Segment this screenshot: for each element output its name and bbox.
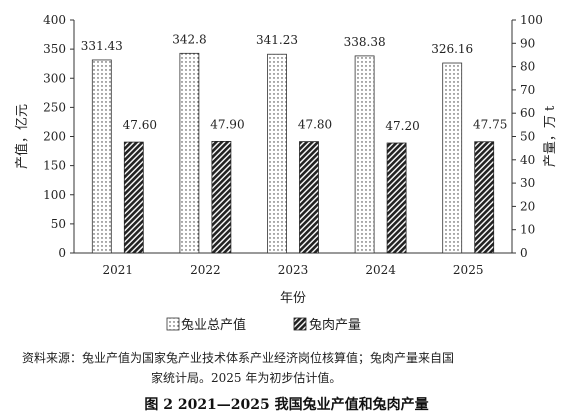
y-right-tick-label: 50 bbox=[520, 130, 535, 144]
x-tick-label: 2024 bbox=[365, 263, 396, 277]
y-axis-right-title: 产量，万 t bbox=[543, 105, 558, 167]
x-tick-label: 2025 bbox=[453, 263, 484, 277]
legend-swatch-output-value bbox=[166, 317, 180, 331]
x-tick-label: 2023 bbox=[278, 263, 309, 277]
legend-swatch-meat-output bbox=[293, 317, 307, 331]
bar-meat-output bbox=[123, 141, 144, 254]
y-left-tick-label: 250 bbox=[43, 100, 66, 114]
data-label-meat-output: 47.90 bbox=[210, 117, 244, 131]
bar-output-value bbox=[442, 62, 463, 254]
source-line-2: 家统计局。2025 年为初步估计值。 bbox=[151, 371, 342, 385]
x-axis-title: 年份 bbox=[280, 291, 306, 306]
data-labels: 331.43 47.60 342.8 47.90 341.23 47.80 338.38 47… bbox=[81, 32, 508, 133]
y-right-tick-label: 20 bbox=[520, 199, 535, 213]
bar-meat-output bbox=[474, 141, 495, 254]
y-right-tick-label: 60 bbox=[520, 106, 535, 120]
data-label-output-value: 331.43 bbox=[81, 39, 123, 53]
y-left-tick-label: 50 bbox=[51, 217, 66, 231]
y-right-tick-label: 30 bbox=[520, 176, 535, 190]
bar-output-value bbox=[179, 52, 200, 254]
source-line-1: 兔业产值为国家兔产业技术体系产业经济岗位核算值；兔肉产量来自国 bbox=[82, 351, 455, 365]
y-left-tick-label: 400 bbox=[43, 13, 66, 27]
x-tick-label: 2021 bbox=[103, 263, 134, 277]
y-left-tick-label: 0 bbox=[58, 246, 66, 260]
data-label-output-value: 326.16 bbox=[431, 42, 473, 56]
axes: 0 50 100 150 200 250 300 350 400 0 10 20 30 40 50 60 70 8… bbox=[43, 13, 543, 277]
bar-meat-output bbox=[386, 142, 407, 254]
bars bbox=[91, 52, 495, 254]
y-left-tick-label: 350 bbox=[43, 42, 66, 56]
figure-caption: 图 2 2021—2025 我国兔业产值和兔肉产量 bbox=[144, 397, 429, 413]
bar-output-value bbox=[91, 59, 112, 254]
x-tick-label: 2022 bbox=[190, 263, 221, 277]
y-right-tick-label: 40 bbox=[520, 153, 535, 167]
data-label-output-value: 341.23 bbox=[256, 33, 298, 47]
y-left-tick-label: 150 bbox=[43, 159, 66, 173]
y-left-tick-label: 300 bbox=[43, 71, 66, 85]
legend-label-meat-output: 兔肉产量 bbox=[309, 318, 361, 333]
bar-output-value bbox=[267, 53, 287, 254]
y-left-tick-label: 200 bbox=[43, 130, 66, 144]
data-label-output-value: 342.8 bbox=[172, 32, 206, 46]
source-note: 资料来源：兔业产值为国家兔产业技术体系产业经济岗位核算值；兔肉产量来自国 家统计… bbox=[22, 348, 562, 388]
legend-label-output-value: 兔业总产值 bbox=[181, 317, 246, 333]
bar-meat-output bbox=[299, 141, 319, 254]
data-label-meat-output: 47.60 bbox=[123, 118, 157, 132]
y-left-tick-label: 100 bbox=[43, 188, 66, 202]
data-label-meat-output: 47.20 bbox=[385, 119, 419, 133]
y-right-tick-label: 100 bbox=[520, 13, 543, 27]
y-right-tick-label: 70 bbox=[520, 83, 535, 97]
data-label-meat-output: 47.80 bbox=[298, 118, 332, 132]
bar-output-value bbox=[354, 55, 375, 254]
source-prefix: 资料来源： bbox=[22, 351, 83, 365]
data-label-meat-output: 47.75 bbox=[473, 118, 507, 132]
y-right-tick-label: 0 bbox=[520, 246, 528, 260]
bar-meat-output bbox=[211, 140, 232, 254]
data-label-output-value: 338.38 bbox=[344, 35, 386, 49]
y-right-tick-label: 90 bbox=[520, 36, 535, 50]
chart: 0 50 100 150 200 250 300 350 400 0 10 20 30 40 50 60 70 8… bbox=[14, 13, 558, 333]
y-right-tick-label: 80 bbox=[520, 60, 535, 74]
y-right-tick-label: 10 bbox=[520, 223, 535, 237]
y-axis-left-title: 产值，亿元 bbox=[14, 104, 30, 169]
legend: 兔业总产值 兔肉产量 bbox=[166, 317, 361, 333]
